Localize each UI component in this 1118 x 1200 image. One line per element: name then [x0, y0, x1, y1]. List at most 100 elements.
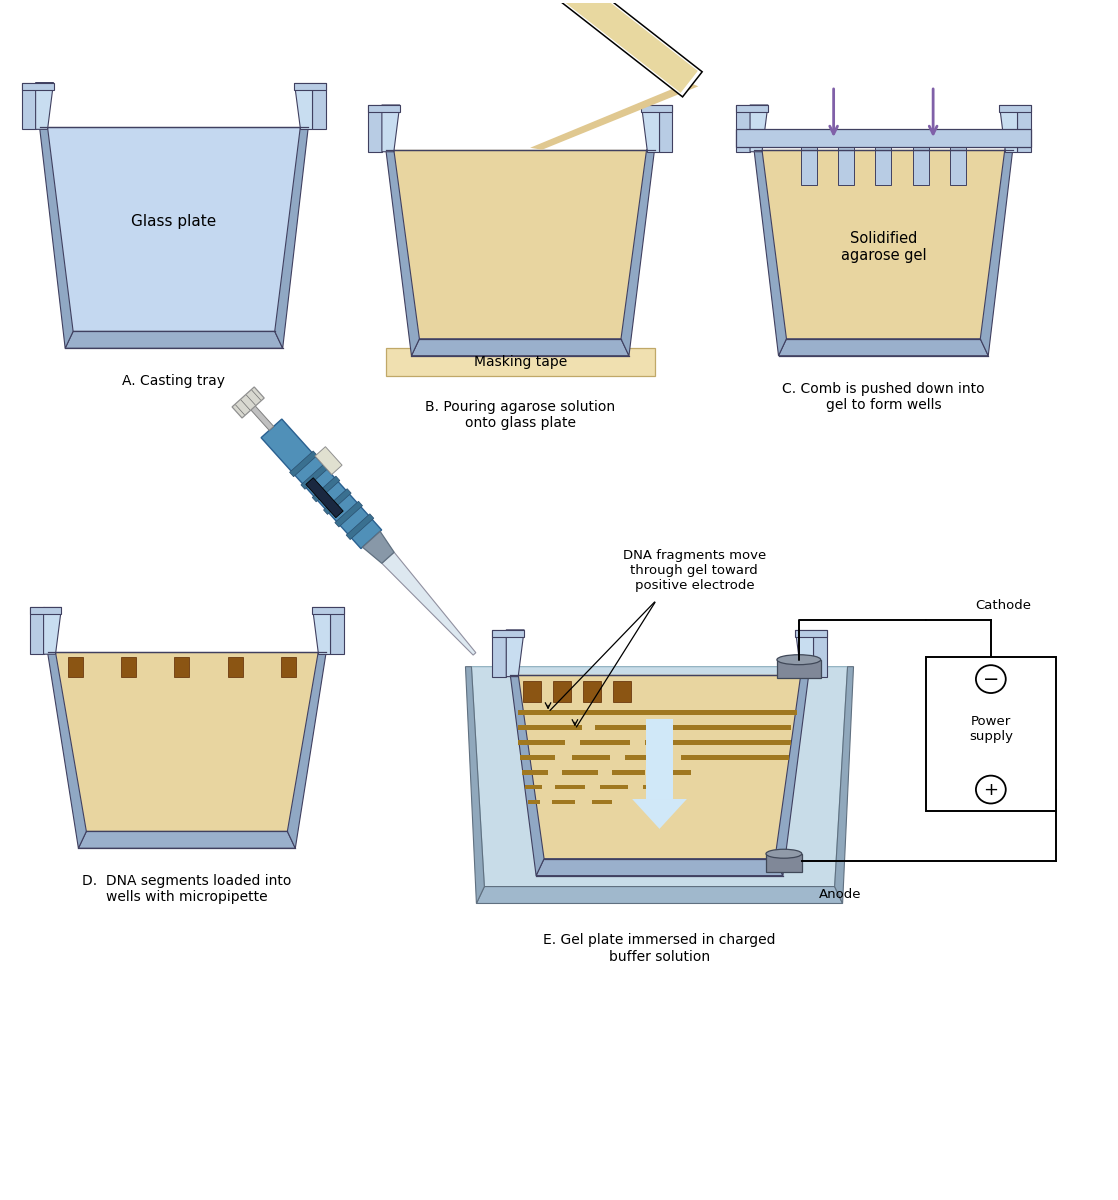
Polygon shape — [641, 104, 659, 151]
Bar — [281, 658, 296, 677]
Bar — [552, 799, 575, 804]
Bar — [525, 785, 542, 790]
Bar — [386, 348, 654, 376]
Ellipse shape — [976, 665, 1006, 694]
Polygon shape — [30, 607, 44, 654]
Bar — [580, 740, 629, 745]
Polygon shape — [530, 83, 699, 150]
Bar — [950, 146, 966, 185]
Bar — [802, 146, 816, 184]
Circle shape — [555, 0, 584, 1]
Bar — [877, 146, 890, 184]
Polygon shape — [368, 104, 382, 151]
Bar — [582, 680, 600, 702]
Polygon shape — [795, 630, 813, 677]
Bar — [800, 146, 817, 185]
Bar — [572, 755, 609, 760]
Text: C. Comb is pushed down into
gel to form wells: C. Comb is pushed down into gel to form … — [783, 382, 985, 412]
Polygon shape — [777, 660, 821, 678]
Text: D.  DNA segments loaded into
wells with micropipette: D. DNA segments loaded into wells with m… — [82, 874, 292, 905]
Bar — [612, 769, 645, 774]
Polygon shape — [998, 104, 1031, 112]
Polygon shape — [382, 104, 400, 151]
Bar — [951, 146, 965, 184]
Polygon shape — [980, 150, 1013, 355]
Polygon shape — [323, 488, 351, 515]
Polygon shape — [312, 83, 326, 130]
Polygon shape — [386, 150, 419, 355]
Polygon shape — [632, 799, 686, 829]
Polygon shape — [275, 127, 309, 348]
Bar — [68, 658, 83, 677]
Polygon shape — [48, 127, 301, 331]
Bar — [875, 146, 891, 185]
Polygon shape — [519, 674, 800, 859]
Polygon shape — [36, 83, 54, 130]
Polygon shape — [775, 674, 808, 876]
Bar — [595, 725, 790, 730]
Polygon shape — [56, 653, 319, 832]
Polygon shape — [290, 451, 318, 476]
Polygon shape — [1016, 104, 1031, 151]
Polygon shape — [506, 630, 524, 677]
Polygon shape — [21, 83, 54, 90]
Polygon shape — [394, 150, 646, 338]
Polygon shape — [262, 419, 381, 548]
Polygon shape — [620, 150, 654, 355]
Polygon shape — [246, 401, 274, 431]
Polygon shape — [48, 653, 86, 848]
Bar — [913, 146, 928, 184]
Polygon shape — [537, 859, 783, 876]
Polygon shape — [813, 630, 826, 677]
Bar — [121, 658, 136, 677]
Polygon shape — [362, 532, 395, 563]
Bar — [840, 146, 853, 184]
Polygon shape — [641, 104, 672, 112]
Polygon shape — [736, 104, 768, 112]
Bar — [660, 769, 691, 774]
Polygon shape — [30, 607, 61, 614]
Polygon shape — [476, 887, 843, 904]
Bar — [912, 146, 929, 185]
Text: B. Pouring agarose solution
onto glass plate: B. Pouring agarose solution onto glass p… — [425, 400, 615, 430]
Bar — [555, 785, 585, 790]
Bar — [838, 146, 854, 185]
Polygon shape — [330, 607, 344, 654]
Polygon shape — [315, 446, 342, 474]
Polygon shape — [492, 630, 506, 677]
Text: Masking tape: Masking tape — [474, 355, 567, 370]
Polygon shape — [233, 386, 264, 418]
Polygon shape — [44, 607, 61, 654]
Polygon shape — [754, 150, 786, 355]
Polygon shape — [21, 83, 36, 130]
Polygon shape — [65, 331, 283, 348]
Polygon shape — [659, 104, 672, 151]
Bar — [520, 755, 555, 760]
Bar — [681, 755, 789, 760]
Text: Power
supply: Power supply — [969, 715, 1013, 743]
Bar — [522, 769, 548, 774]
Polygon shape — [510, 674, 544, 876]
Polygon shape — [998, 104, 1016, 151]
Bar — [174, 658, 189, 677]
Polygon shape — [287, 653, 326, 848]
Polygon shape — [561, 0, 698, 92]
Polygon shape — [557, 0, 702, 97]
Polygon shape — [766, 853, 802, 871]
Ellipse shape — [777, 655, 821, 665]
Polygon shape — [835, 667, 853, 904]
Bar — [528, 799, 540, 804]
Text: A. Casting tray: A. Casting tray — [123, 374, 226, 388]
Ellipse shape — [976, 775, 1006, 804]
Polygon shape — [39, 127, 73, 348]
Polygon shape — [472, 667, 847, 887]
Bar — [519, 725, 581, 730]
Text: Cathode: Cathode — [975, 599, 1031, 612]
Bar — [591, 799, 612, 804]
Polygon shape — [381, 552, 476, 655]
Bar — [599, 785, 627, 790]
Bar — [519, 740, 565, 745]
Polygon shape — [312, 607, 330, 654]
Polygon shape — [736, 104, 750, 151]
Polygon shape — [306, 478, 343, 517]
